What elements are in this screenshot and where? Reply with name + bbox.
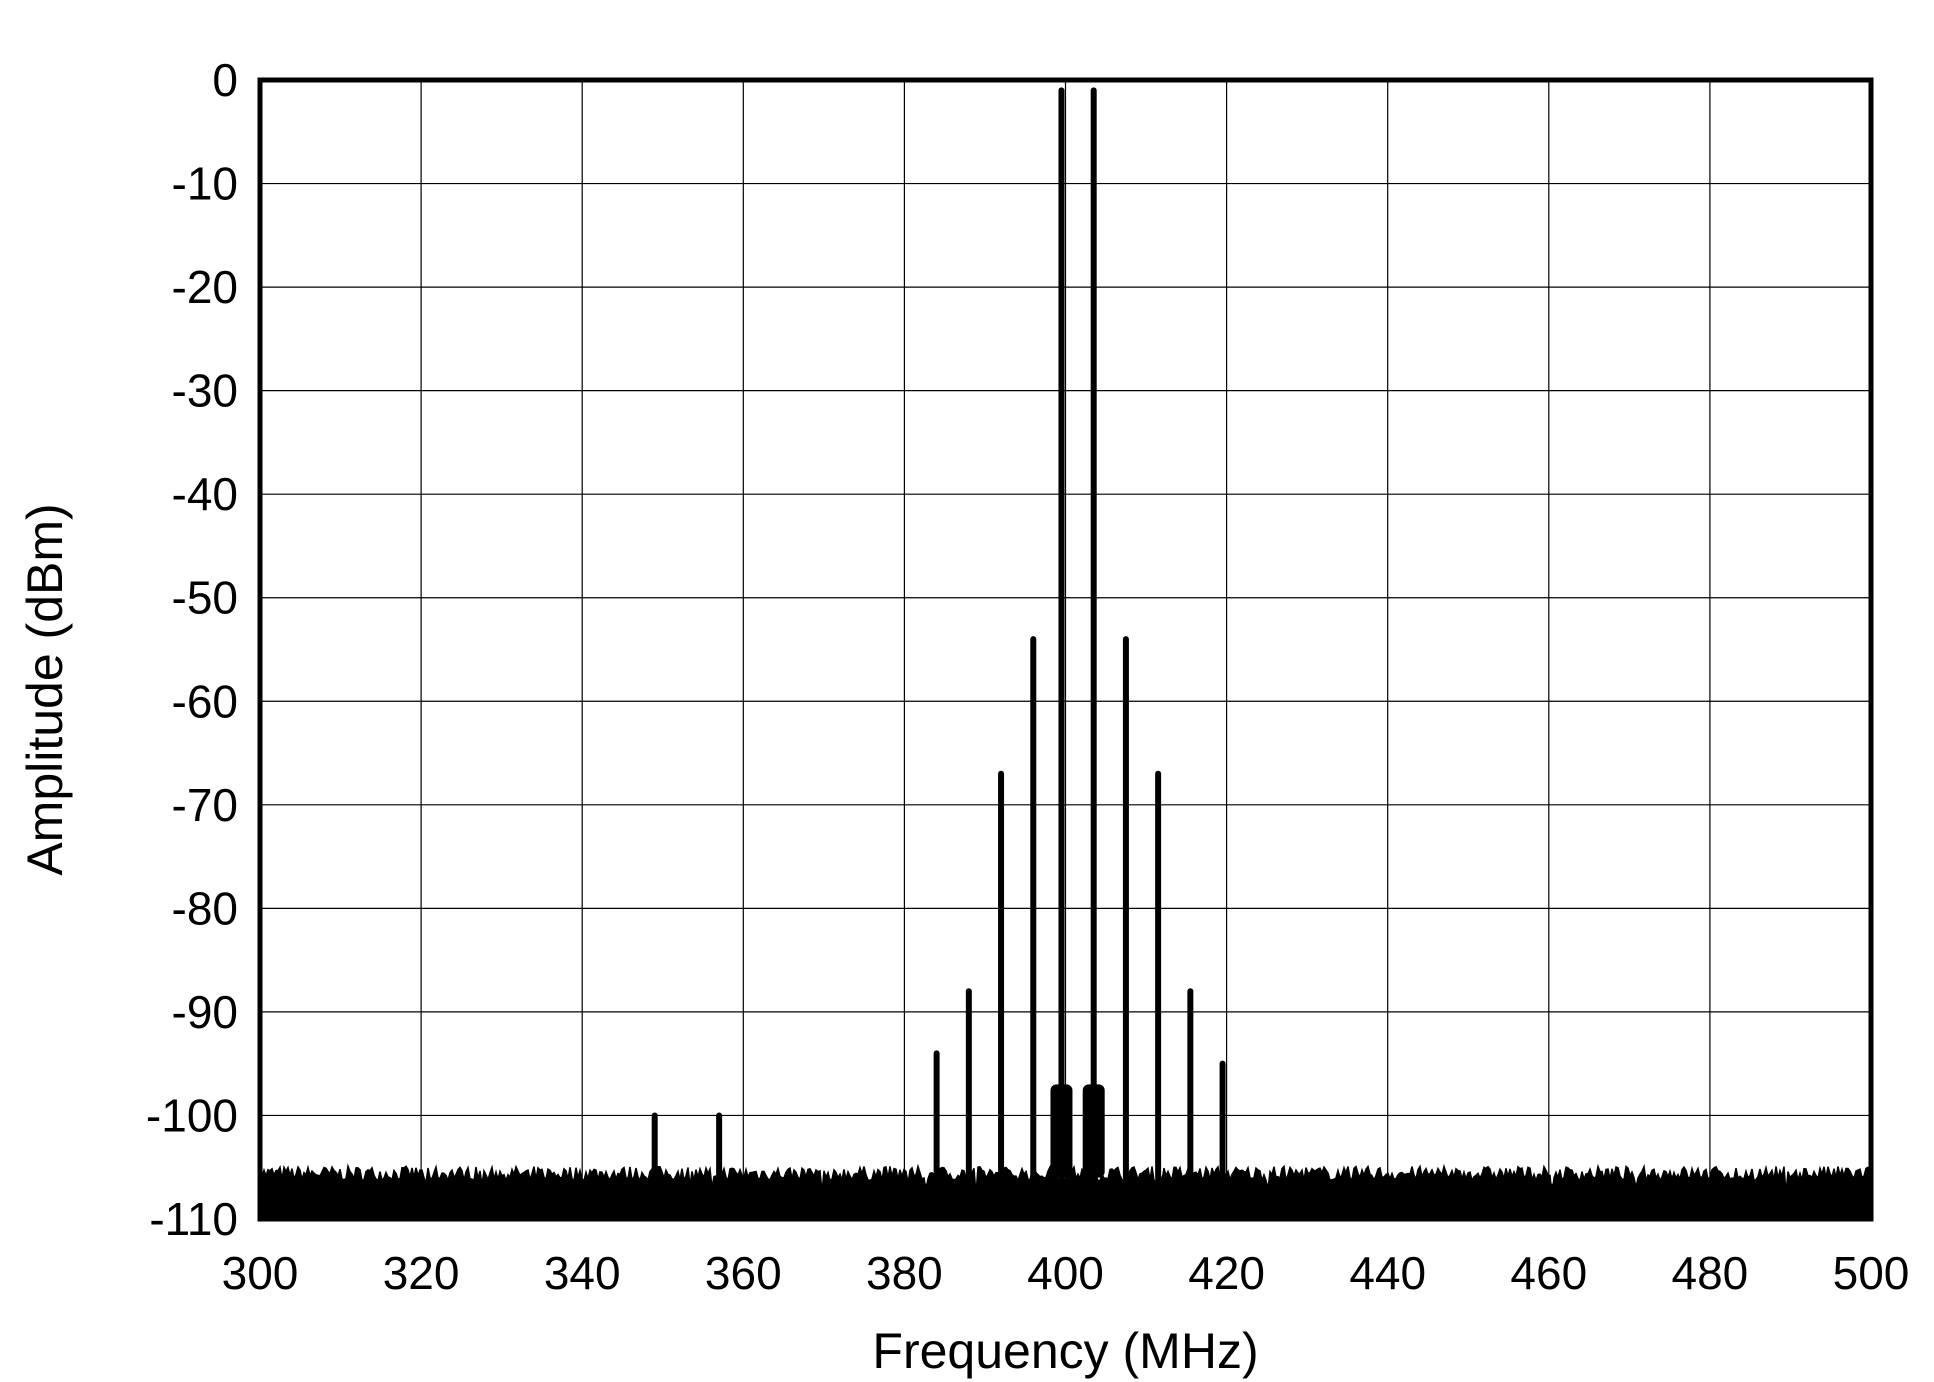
y-tick-label: -70 [172, 779, 238, 831]
x-tick-label: 380 [866, 1247, 943, 1299]
plot-frame [257, 77, 1874, 1222]
y-axis-title: Amplitude (dBm) [17, 503, 73, 875]
y-tick-label: -40 [172, 468, 238, 520]
y-tick-label: -20 [172, 261, 238, 313]
y-tick-label: -60 [172, 675, 238, 727]
y-tick-label: -90 [172, 986, 238, 1038]
x-axis-title: Frequency (MHz) [872, 1323, 1258, 1379]
x-tick-label: 400 [1027, 1247, 1104, 1299]
y-tick-label: -110 [149, 1193, 238, 1245]
y-tick-label: -30 [172, 365, 238, 417]
x-tick-label: 460 [1510, 1247, 1587, 1299]
x-tick-label: 420 [1188, 1247, 1265, 1299]
x-tick-label: 480 [1672, 1247, 1749, 1299]
spectrum-trace [259, 87, 1872, 1220]
x-tick-label: 300 [222, 1247, 299, 1299]
y-axis-ticks: 0 -10 -20 -30 -40 -50 -60 -70 -80 -90 -100 -110 [146, 54, 238, 1245]
x-tick-label: 340 [544, 1247, 621, 1299]
x-tick-label: 360 [705, 1247, 782, 1299]
grid-lines [259, 79, 1872, 1220]
y-tick-label: 0 [212, 54, 238, 106]
y-tick-label: -100 [146, 1089, 238, 1141]
y-tick-label: -50 [172, 572, 238, 624]
x-axis-ticks: 300 320 340 360 380 400 420 440 460 480 500 [222, 1247, 1910, 1299]
x-tick-label: 440 [1349, 1247, 1426, 1299]
y-tick-label: -80 [172, 882, 238, 934]
x-tick-label: 500 [1833, 1247, 1910, 1299]
y-tick-label: -10 [172, 158, 238, 210]
x-tick-label: 320 [383, 1247, 460, 1299]
